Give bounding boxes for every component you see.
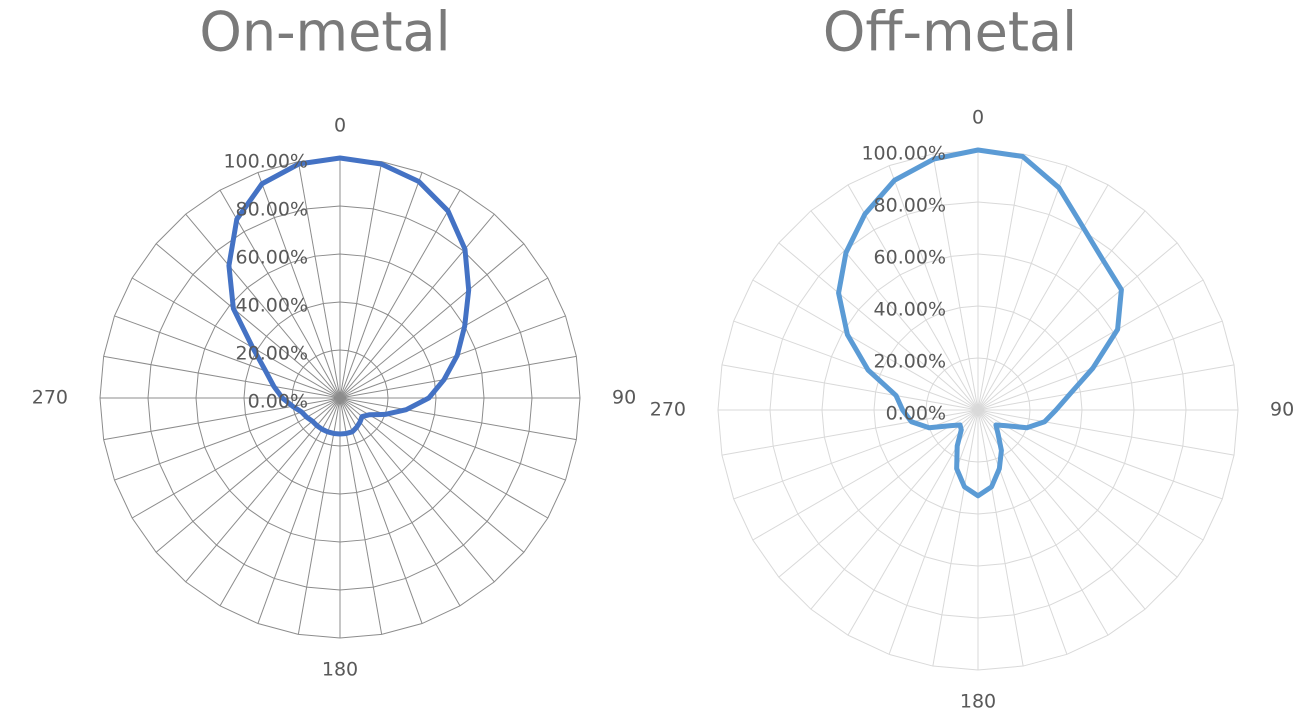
grid-spoke bbox=[977, 210, 1146, 411]
grid-spoke bbox=[752, 409, 979, 541]
radial-tick-label: 20.00% bbox=[874, 351, 946, 373]
grid-spoke bbox=[778, 242, 979, 411]
grid-spoke bbox=[810, 409, 979, 610]
grid-spoke bbox=[185, 397, 341, 583]
radial-tick-label: 60.00% bbox=[236, 247, 308, 269]
angle-label: 90 bbox=[612, 387, 636, 409]
grid-spoke bbox=[339, 397, 383, 635]
grid-spoke bbox=[752, 279, 979, 411]
radial-tick-label: 0.00% bbox=[886, 403, 946, 425]
grid-spoke bbox=[114, 315, 341, 399]
radial-tick-label: 40.00% bbox=[874, 299, 946, 321]
radial-tick-label: 20.00% bbox=[236, 343, 308, 365]
grid-spoke bbox=[339, 397, 525, 553]
angle-label: 180 bbox=[322, 659, 358, 681]
grid-spoke bbox=[339, 189, 461, 399]
grid-spoke bbox=[339, 397, 549, 519]
grid-spoke bbox=[155, 243, 341, 399]
grid-spoke bbox=[977, 409, 1146, 610]
grid-spoke bbox=[185, 213, 341, 399]
grid-spoke bbox=[888, 165, 979, 411]
grid-spoke bbox=[721, 409, 979, 456]
angle-label: 0 bbox=[334, 115, 346, 137]
radial-tick-label: 100.00% bbox=[223, 151, 308, 173]
grid-spoke bbox=[339, 397, 461, 607]
grid-spoke bbox=[103, 397, 341, 441]
grid-spoke bbox=[339, 397, 423, 624]
radial-tick-label: 80.00% bbox=[236, 199, 308, 221]
grid-spoke bbox=[977, 409, 1068, 655]
data-line bbox=[836, 147, 1124, 499]
radial-tick-label: 80.00% bbox=[874, 195, 946, 217]
grid-spoke bbox=[339, 277, 549, 399]
grid-spoke bbox=[977, 184, 1109, 411]
grid-spoke bbox=[847, 184, 979, 411]
radial-tick-label: 0.00% bbox=[248, 391, 308, 413]
grid-spoke bbox=[977, 320, 1223, 411]
grid-spoke bbox=[339, 397, 566, 481]
angle-label: 90 bbox=[1270, 399, 1294, 421]
grid-spoke bbox=[339, 161, 383, 399]
grid-spoke bbox=[257, 172, 341, 399]
chart-title: On-metal bbox=[199, 1, 450, 64]
grid-spoke bbox=[297, 161, 341, 399]
grid-spoke bbox=[339, 355, 577, 399]
grid-spoke bbox=[339, 315, 566, 399]
grid-spoke bbox=[977, 409, 1178, 578]
grid-spoke bbox=[257, 397, 341, 624]
grid-spoke bbox=[932, 153, 979, 411]
angle-label: 180 bbox=[960, 691, 996, 713]
grid-spoke bbox=[977, 409, 1024, 667]
grid-spoke bbox=[721, 364, 979, 411]
radial-tick-label: 60.00% bbox=[874, 247, 946, 269]
grid-spoke bbox=[339, 397, 495, 583]
grid-spoke bbox=[932, 409, 979, 667]
grid-spoke bbox=[155, 397, 341, 553]
grid-spoke bbox=[339, 397, 577, 441]
grid-spoke bbox=[103, 355, 341, 399]
grid-spoke bbox=[977, 279, 1204, 411]
grid-spoke bbox=[339, 213, 495, 399]
grid-spoke bbox=[810, 210, 979, 411]
grid-spoke bbox=[733, 320, 979, 411]
angle-label: 270 bbox=[650, 399, 686, 421]
angle-label: 270 bbox=[32, 387, 68, 409]
grid-spoke bbox=[219, 189, 341, 399]
grid-spoke bbox=[778, 409, 979, 578]
grid-spoke bbox=[339, 243, 525, 399]
data-line bbox=[226, 155, 472, 437]
chart: Off-metal 0.00% 20.00% 40.00% 60.00% 80.00% 10… bbox=[650, 1, 1294, 713]
grid-spoke bbox=[977, 165, 1068, 411]
grid-spoke bbox=[977, 409, 1223, 500]
grid-spoke bbox=[219, 397, 341, 607]
grid-spoke bbox=[977, 153, 1024, 411]
grid-spoke bbox=[977, 364, 1235, 411]
chart-title: Off-metal bbox=[823, 1, 1077, 64]
radial-tick-label: 100.00% bbox=[861, 143, 946, 165]
grid-spoke bbox=[297, 397, 341, 635]
grid-spoke bbox=[131, 277, 341, 399]
radial-tick-label: 40.00% bbox=[236, 295, 308, 317]
grid-spoke bbox=[977, 409, 1235, 456]
grid-spoke bbox=[888, 409, 979, 655]
grid-spoke bbox=[339, 172, 423, 399]
angle-label: 0 bbox=[972, 107, 984, 129]
grid-spoke bbox=[977, 409, 1204, 541]
chart: On-metal 0.00% 20.00% 40.00% 60.00% 80.00% 100… bbox=[32, 1, 636, 681]
grid-spoke bbox=[977, 242, 1178, 411]
